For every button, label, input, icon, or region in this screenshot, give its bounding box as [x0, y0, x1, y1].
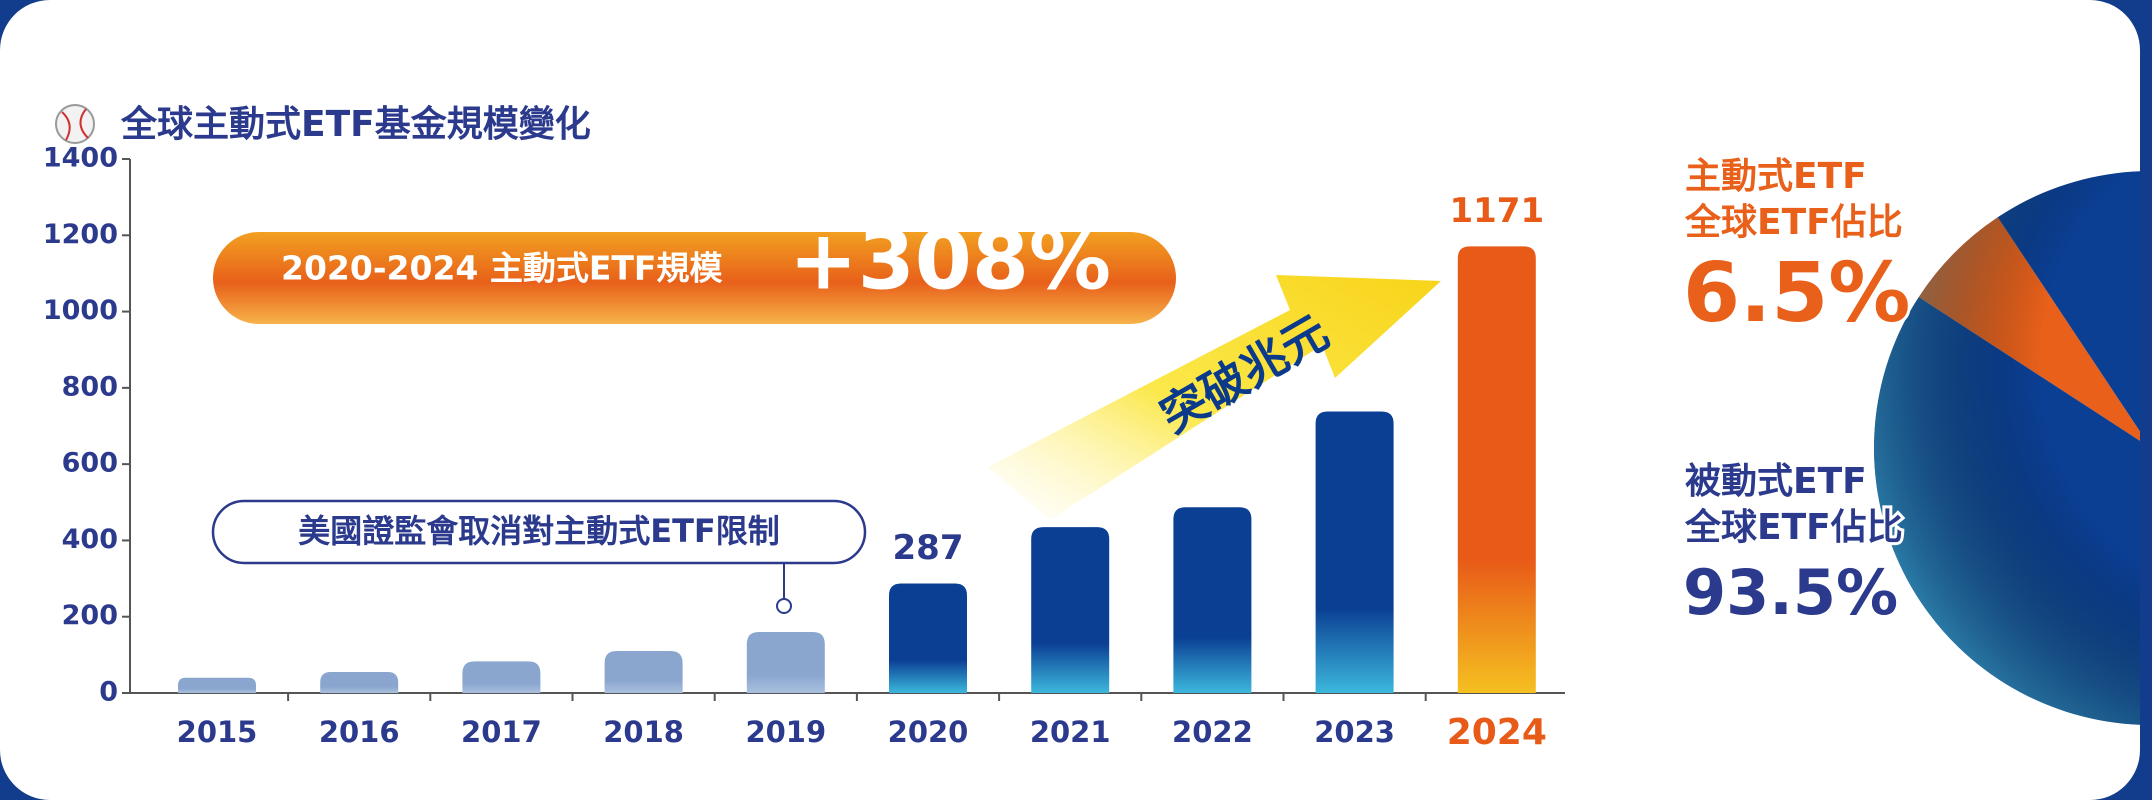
- y-tick-label: 1200: [43, 219, 118, 250]
- y-tick-label: 1000: [43, 295, 118, 326]
- x-tick-label: 2023: [1314, 715, 1395, 749]
- bar: [462, 661, 541, 693]
- bar: [178, 677, 256, 693]
- arrow: [988, 275, 1441, 520]
- x-tick-label: 2015: [177, 715, 258, 749]
- chart-title: 全球主動式ETF基金規模變化: [120, 103, 591, 145]
- callout-dot: [776, 598, 792, 614]
- banner: [213, 232, 1176, 324]
- x-tick-label: 2018: [603, 715, 684, 749]
- value-label: 287: [893, 528, 964, 568]
- bar: [1031, 527, 1110, 693]
- pie-value-label: 93.5%: [1683, 556, 1898, 629]
- bar: [1457, 246, 1536, 693]
- callout-text: 美國證監會取消對主動式ETF限制: [298, 512, 780, 550]
- x-tick-label: 2022: [1172, 715, 1253, 749]
- y-tick-label: 600: [62, 448, 118, 479]
- value-label: 1171: [1449, 191, 1544, 231]
- x-tick-label: 2019: [745, 715, 826, 749]
- ball-seam: [61, 108, 89, 141]
- y-tick-label: 800: [62, 371, 118, 402]
- pie-label: 被動式ETF: [1685, 461, 1867, 502]
- banner-text: 2020-2024 主動式ETF規模: [281, 249, 723, 288]
- bar: [746, 631, 825, 693]
- pie-label: 全球ETF佔比: [1684, 506, 1903, 548]
- x-tick-label: 2021: [1030, 715, 1111, 749]
- bar: [1173, 507, 1252, 693]
- growth-text: +308%: [789, 213, 1111, 308]
- y-tick-label: 200: [62, 600, 118, 631]
- x-tick-label: 2024: [1447, 712, 1547, 753]
- bar: [1315, 411, 1394, 693]
- pie-value-label: 6.5%: [1683, 246, 1910, 341]
- bar-area: 0 200 400 600 800 1000 1200 1400 2015 2016 2017 201…: [43, 143, 1565, 753]
- y-tick-label: 1400: [43, 143, 118, 174]
- bar: [604, 651, 683, 693]
- pie-label: 主動式ETF: [1685, 156, 1867, 197]
- bar: [320, 672, 399, 693]
- pie-label: 全球ETF佔比: [1684, 201, 1903, 243]
- y-tick-label: 400: [62, 524, 118, 555]
- callout-box: [211, 499, 867, 565]
- x-tick-label: 2020: [888, 715, 969, 749]
- bar: [889, 583, 967, 693]
- x-tick-label: 2017: [461, 715, 542, 749]
- y-tick-label: 0: [99, 677, 118, 708]
- x-tick-label: 2016: [319, 715, 400, 749]
